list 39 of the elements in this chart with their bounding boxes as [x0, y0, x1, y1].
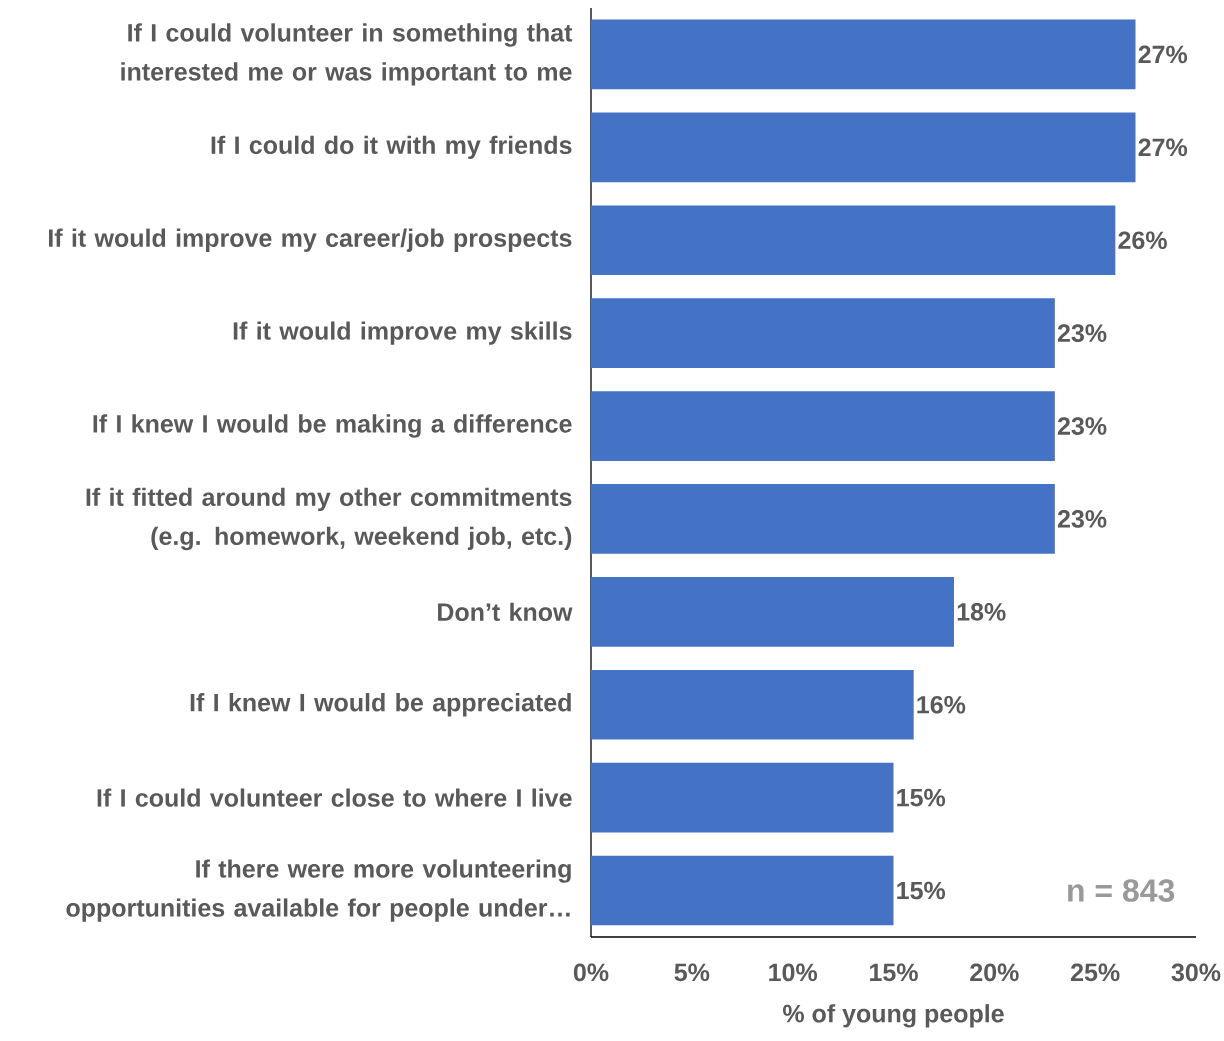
- data-label: 27%: [1138, 138, 1188, 157]
- bar: [591, 577, 954, 647]
- annotation: n = 843: [1068, 879, 1175, 902]
- data-label: 16%: [917, 695, 966, 714]
- y-tick-label: Don’t know: [438, 602, 573, 622]
- x-tick-label: 25%: [1071, 963, 1120, 982]
- y-tick-label: If I could volunteer in something that interested me or was important to me: [121, 23, 573, 86]
- x-tick-label: 0%: [573, 963, 609, 982]
- y-tick-label: If I could do it with my friends: [211, 135, 572, 159]
- x-tick-label: 10%: [769, 963, 818, 982]
- y-tick-label: If I could volunteer close to where I live: [97, 788, 572, 807]
- y-tick-label: If it would improve my career/job prospects: [49, 228, 572, 252]
- bar: [591, 391, 1055, 461]
- y-tick-label: If I knew I would be making a difference: [93, 414, 572, 438]
- bar: [591, 205, 1116, 276]
- data-label: 23%: [1057, 417, 1107, 435]
- data-label: 15%: [897, 881, 946, 900]
- x-tick-label: 30%: [1171, 963, 1221, 982]
- data-label: 27%: [1138, 45, 1188, 64]
- data-label: 23%: [1057, 324, 1107, 343]
- x-tick-label: 20%: [970, 963, 1019, 982]
- bar: [591, 669, 914, 740]
- y-tick-label: If it would improve my skills: [233, 321, 572, 345]
- y-tick-label: If I knew I would be appreciated: [190, 693, 571, 717]
- data-label: 23%: [1057, 510, 1107, 528]
- y-tick-label: If it fitted around my other commitments (e.g. homework, weekend job, etc.): [86, 487, 572, 551]
- data-label: 18%: [957, 603, 1006, 621]
- x-tick-label: 15%: [870, 963, 918, 982]
- bar: [591, 19, 1136, 90]
- bar: [591, 855, 894, 926]
- bar: [591, 484, 1055, 554]
- x-axis-title: % of young people: [783, 1004, 1004, 1028]
- bar: [591, 298, 1055, 368]
- y-tick-label: If there were more volunteering opportunities available for people under…: [66, 859, 571, 922]
- data-label: 26%: [1118, 231, 1167, 250]
- x-tick-label: 5%: [674, 963, 710, 982]
- bar: [591, 762, 894, 833]
- bar: [591, 112, 1136, 183]
- data-label: 15%: [897, 788, 946, 807]
